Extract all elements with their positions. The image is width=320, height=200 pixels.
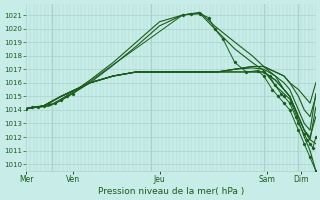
X-axis label: Pression niveau de la mer( hPa ): Pression niveau de la mer( hPa )	[98, 187, 244, 196]
